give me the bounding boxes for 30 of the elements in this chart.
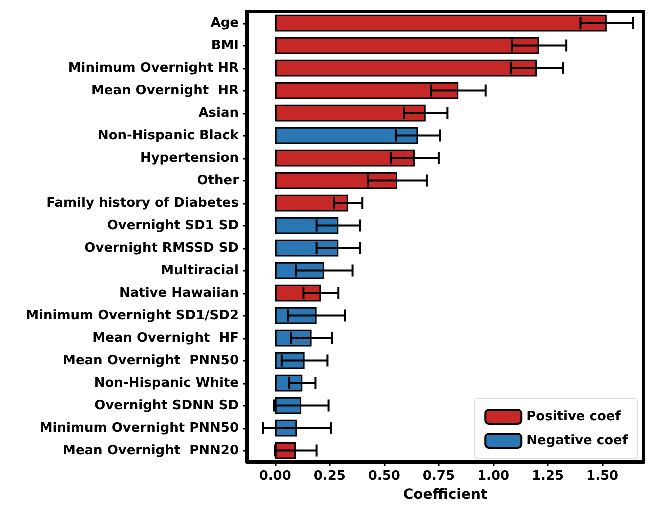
legend-label: Negative coef — [526, 434, 628, 448]
y-tick-label: Native Hawaiian — [119, 286, 239, 301]
y-tick-label: Hypertension — [140, 150, 239, 166]
y-tick-label: Minimum Overnight SD1/SD2 — [26, 308, 239, 324]
y-tick-label: Mean Overnight PNN20 — [63, 443, 239, 458]
y-tick-label: Overnight SDNN SD — [94, 398, 240, 414]
y-tick-label: Age — [210, 16, 240, 31]
y-tick-label: Overnight SD1 SD — [107, 218, 240, 234]
legend-label: Positive coef — [526, 410, 622, 424]
y-tick-label: Minimum Overnight PNN50 — [40, 420, 239, 436]
y-tick-label: Family history of Diabetes — [46, 196, 240, 211]
y-tick-label: Non-Hispanic White — [94, 376, 240, 391]
y-tick-label: BMI — [211, 38, 239, 54]
y-tick-label: Mean Overnight HF — [92, 330, 239, 346]
x-axis-title: Coefficient — [403, 487, 488, 503]
y-tick-label: Minimum Overnight HR — [68, 60, 239, 76]
y-tick-label: Mean Overnight HR — [92, 83, 239, 98]
y-tick-label: Other — [197, 173, 240, 188]
y-tick-label: Mean Overnight PNN50 — [63, 353, 239, 368]
x-tick-label: 0.25 — [314, 469, 346, 484]
y-tick-label: Multiracial — [161, 263, 239, 278]
x-tick-label: 0.50 — [368, 469, 400, 484]
x-tick-label: 1.25 — [532, 469, 564, 484]
x-tick-label: 1.50 — [586, 469, 619, 484]
y-tick-label: Asian — [198, 106, 239, 121]
x-tick-label: 0.75 — [422, 469, 455, 484]
y-tick-label: Non-Hispanic Black — [98, 128, 240, 144]
y-tick-label: Overnight RMSSD SD — [84, 240, 240, 256]
x-tick-label: 0.00 — [259, 469, 292, 484]
x-tick-label: 1.00 — [477, 469, 510, 484]
